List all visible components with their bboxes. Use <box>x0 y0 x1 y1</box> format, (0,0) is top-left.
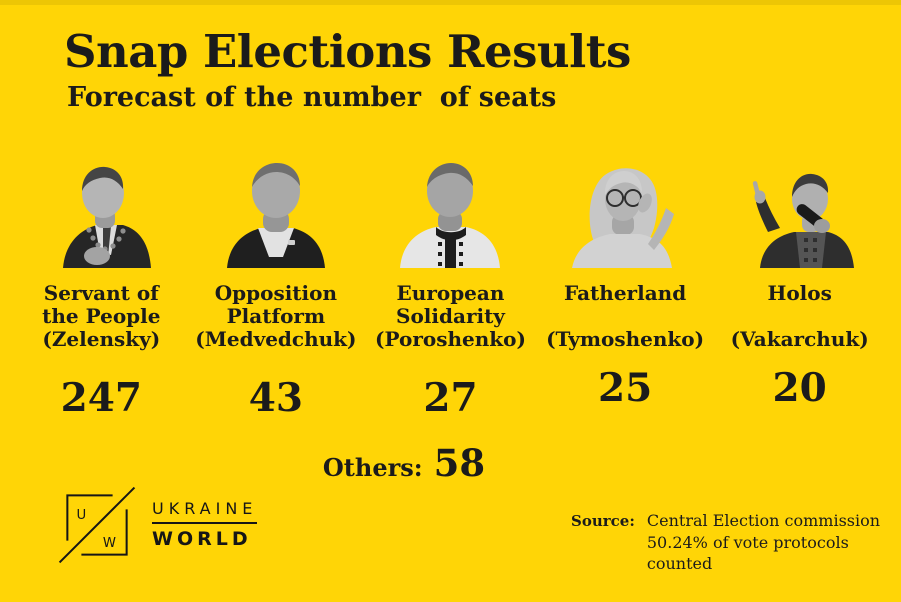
party-name: Fatherland (Tymoshenko) <box>546 282 704 351</box>
top-strip <box>0 0 901 5</box>
party-seats: 25 <box>597 365 653 411</box>
zelensky-portrait <box>37 156 165 268</box>
medvedchuk-portrait-icon <box>226 163 325 268</box>
page-title: Snap Elections Results <box>64 25 631 78</box>
zelensky-portrait-icon <box>63 166 152 268</box>
parties-row: Servant of the People (Zelensky) 247 Opp… <box>14 156 887 418</box>
header: Snap Elections Results Forecast of the n… <box>64 26 631 113</box>
party-column-medvedchuk: Opposition Platform (Medvedchuk) 43 <box>189 156 364 418</box>
others-label: Others: <box>322 453 423 482</box>
source-lines: Central Election commission 50.24% of vo… <box>647 510 901 575</box>
party-name-line: European <box>396 281 505 305</box>
party-name-line: Solidarity <box>396 304 505 328</box>
others-row: Others: 58 <box>0 441 808 485</box>
logo-monogram-u: U <box>77 508 87 523</box>
others-value: 58 <box>433 441 486 485</box>
party-name: Holos (Vakarchuk) <box>731 282 869 351</box>
page-subtitle: Forecast of the number of seats <box>67 81 557 113</box>
party-seats: 20 <box>772 365 827 411</box>
party-name-line: the People <box>42 304 161 328</box>
logo-divider <box>152 522 258 524</box>
source-line1: Central Election commission <box>646 511 881 530</box>
party-seats: 43 <box>248 375 304 421</box>
party-column-vakarchuk: Holos (Vakarchuk) 20 <box>712 156 887 418</box>
tymoshenko-portrait-icon <box>572 168 675 268</box>
logo-wordmark: UKRAINE WORLD <box>152 499 258 550</box>
poroshenko-portrait-icon <box>400 163 501 268</box>
party-seats: 247 <box>60 375 142 421</box>
vakarchuk-portrait <box>740 156 860 268</box>
party-name-line: (Zelensky) <box>42 327 161 351</box>
party-name-line: Platform <box>226 304 326 328</box>
party-name-line: (Tymoshenko) <box>546 327 705 351</box>
logo-monogram-w: W <box>103 536 116 551</box>
medvedchuk-portrait <box>221 156 331 268</box>
party-name-line: (Medvedchuk) <box>195 327 357 351</box>
party-name-line <box>731 305 869 328</box>
poroshenko-portrait <box>394 156 506 268</box>
party-name: European Solidarity (Poroshenko) <box>375 282 526 351</box>
party-column-zelensky: Servant of the People (Zelensky) 247 <box>14 156 189 418</box>
party-name: Opposition Platform (Medvedchuk) <box>195 282 356 351</box>
source-label: Source: <box>571 512 635 530</box>
vakarchuk-portrait-icon <box>752 173 854 268</box>
party-name-line: Servant of <box>43 281 159 305</box>
uw-monogram-icon: U W <box>58 486 136 564</box>
party-name-line <box>546 305 704 328</box>
logo-ukraine-text: UKRAINE <box>152 499 258 518</box>
party-name-line: Holos <box>767 281 832 305</box>
party-name-line: (Poroshenko) <box>375 327 526 351</box>
party-name: Servant of the People (Zelensky) <box>42 282 160 351</box>
source-line2: 50.24% of vote protocols counted <box>646 532 849 574</box>
party-name-line: Fatherland <box>563 281 687 305</box>
party-seats: 27 <box>423 375 478 421</box>
party-column-poroshenko: European Solidarity (Poroshenko) 27 <box>363 156 538 418</box>
party-name-line: (Vakarchuk) <box>730 327 869 351</box>
party-name-line: Opposition <box>214 281 338 305</box>
tymoshenko-portrait <box>564 156 686 268</box>
party-column-tymoshenko: Fatherland (Tymoshenko) 25 <box>538 156 713 418</box>
ukraine-world-logo: U W UKRAINE WORLD <box>58 486 258 564</box>
source-note: Source: Central Election commission 50.2… <box>571 510 901 575</box>
logo-world-text: WORLD <box>152 528 252 550</box>
